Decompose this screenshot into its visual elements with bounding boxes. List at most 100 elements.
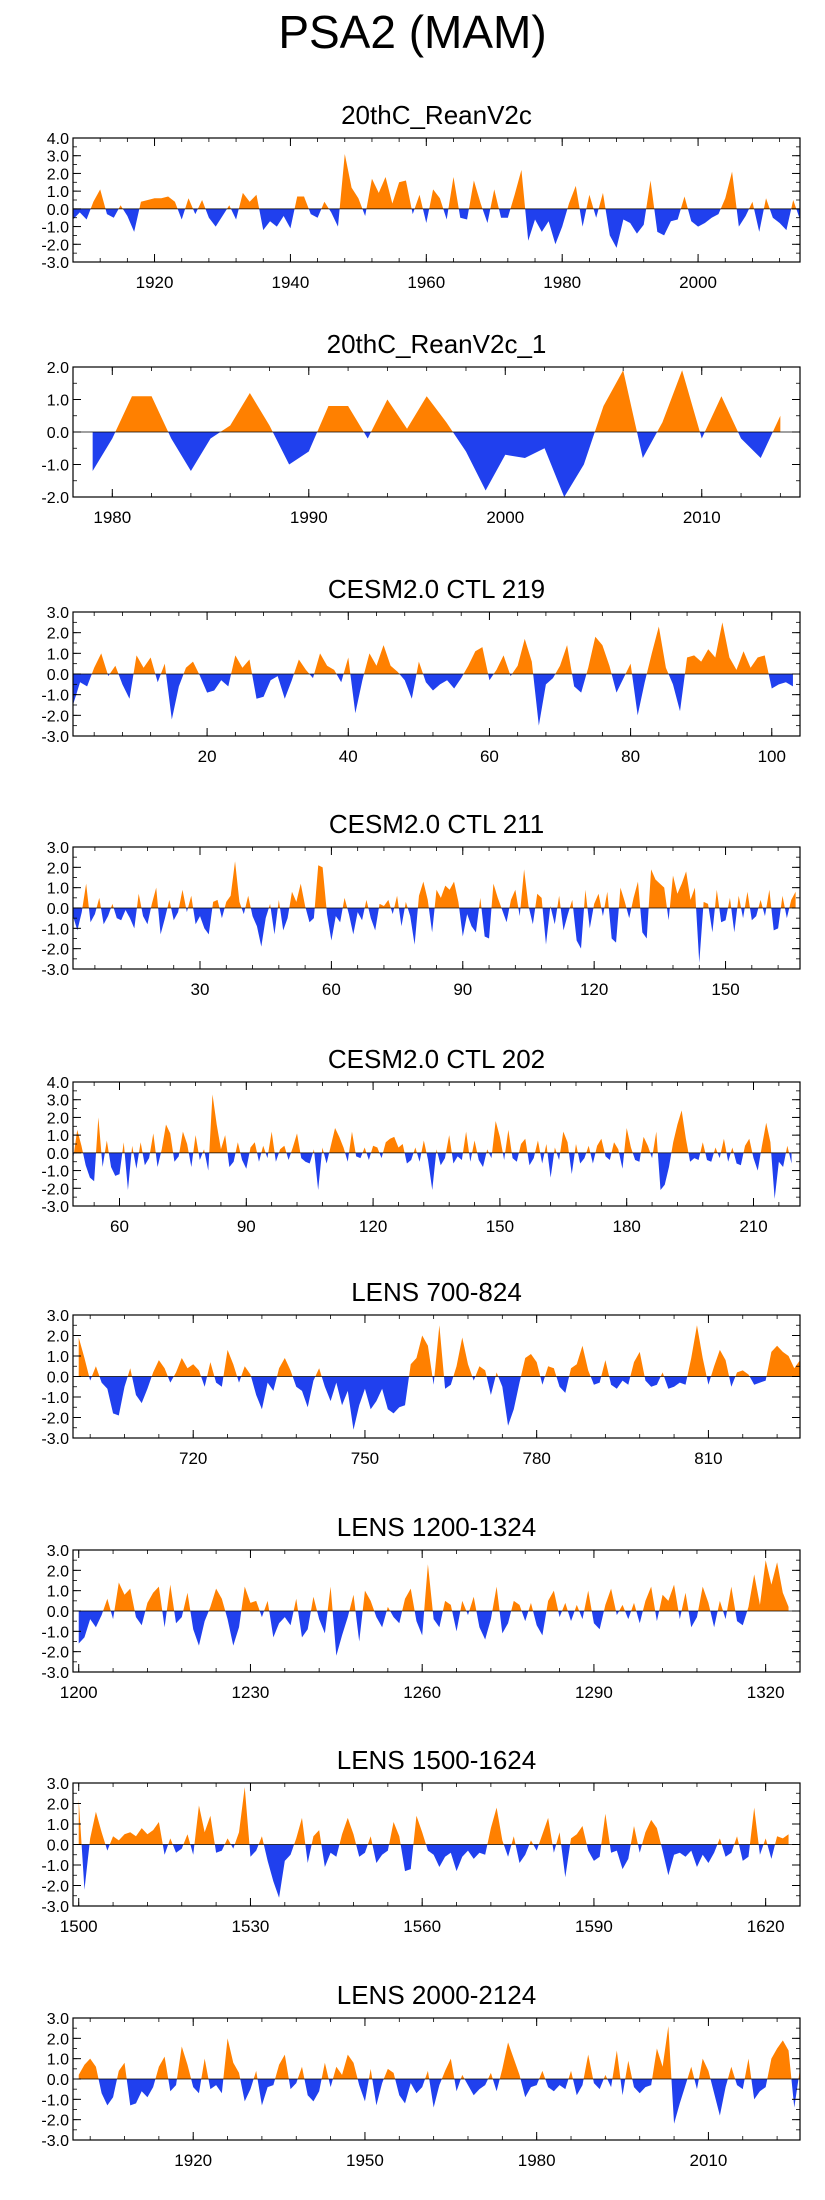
y-tick-label: 0.0 [47,202,69,219]
x-tick-label: 60 [322,980,341,999]
y-tick-label: 3.0 [47,1308,69,1325]
chart-panel: LENS 1500-16243.02.01.00.0-1.0-2.0-3.015… [41,1745,801,1936]
x-tick-label: 100 [758,747,786,766]
chart-title: 20thC_ReanV2c [341,100,532,130]
y-tick-label: 3.0 [47,840,69,857]
y-tick-label: 4.0 [47,131,69,148]
positive-area [73,1094,792,1153]
x-tick-label: 1980 [543,273,581,292]
x-tick-label: 2010 [683,508,721,527]
x-tick-label: 1940 [272,273,310,292]
x-tick-label: 1920 [136,273,174,292]
positive-area [73,153,800,209]
y-tick-label: 0.0 [47,2072,69,2089]
y-tick-label: 3.0 [47,2011,69,2028]
y-tick-label: 2.0 [47,360,69,377]
y-tick-label: -1.0 [41,458,69,475]
x-tick-label: 1290 [575,1683,613,1702]
x-tick-label: 210 [739,1217,767,1236]
x-tick-label: 2000 [679,273,717,292]
x-tick-label: 150 [486,1217,514,1236]
x-tick-label: 1560 [403,1917,441,1936]
y-tick-label: -3.0 [41,1899,69,1916]
x-tick-label: 2010 [689,2151,727,2170]
x-tick-label: 1920 [174,2151,212,2170]
x-tick-label: 60 [480,747,499,766]
y-tick-label: 2.0 [47,2031,69,2048]
positive-area [73,622,793,674]
chart-title: LENS 2000-2124 [337,1980,536,2010]
x-tick-label: 1950 [346,2151,384,2170]
y-tick-label: 1.0 [47,1817,69,1834]
positive-area [78,1787,789,1845]
x-tick-label: 720 [179,1449,207,1468]
x-tick-label: 1230 [232,1683,270,1702]
chart-title: 20thC_ReanV2c_1 [327,329,547,359]
y-tick-label: -3.0 [41,729,69,746]
x-tick-label: 1320 [747,1683,785,1702]
x-tick-label: 120 [359,1217,387,1236]
y-tick-label: 3.0 [47,1093,69,1110]
y-tick-label: 1.0 [47,1128,69,1145]
x-tick-label: 1260 [403,1683,441,1702]
y-tick-label: -1.0 [41,2092,69,2109]
x-tick-label: 90 [237,1217,256,1236]
y-tick-label: 1.0 [47,1584,69,1601]
chart-title: LENS 1500-1624 [337,1745,536,1775]
y-tick-label: -2.0 [41,1879,69,1896]
y-tick-label: 1.0 [47,1349,69,1366]
negative-area [73,208,800,248]
y-tick-label: -2.0 [41,942,69,959]
positive-area [78,2026,801,2079]
positive-area [78,1325,801,1377]
x-tick-label: 1990 [290,508,328,527]
x-tick-label: 1980 [93,508,131,527]
x-tick-label: 2000 [486,508,524,527]
figure-title: PSA2 (MAM) [278,6,547,58]
chart-panel: LENS 700-824 3.0 2.0 1.0 0.0 -1.0 -2.0 -3.0 720 7… [41,1277,801,1468]
x-tick-label: 750 [351,1449,379,1468]
negative-area [92,432,781,497]
x-tick-label: 1980 [518,2151,556,2170]
x-tick-label: 20 [198,747,217,766]
y-tick-label: -3.0 [41,962,69,979]
y-tick-label: -3.0 [41,2133,69,2150]
x-tick-label: 1500 [60,1917,98,1936]
x-tick-label: 120 [580,980,608,999]
y-tick-label: -2.0 [41,2113,69,2130]
y-tick-label: 1.0 [47,881,69,898]
y-tick-label: -1.0 [41,1390,69,1407]
negative-area [73,1152,792,1199]
chart-panel: CESM2.0 CTL 211 3.0 2.0 1.0 0.0 -1.0 -2.0 -3.0 3… [41,809,801,999]
y-tick-label: -1.0 [41,688,69,705]
x-tick-label: 30 [191,980,210,999]
chart-title: LENS 1200-1324 [337,1512,536,1542]
y-tick-label: -2.0 [41,490,69,507]
x-tick-label: 90 [453,980,472,999]
x-tick-label: 810 [694,1449,722,1468]
x-tick-label: 780 [522,1449,550,1468]
x-tick-label: 180 [613,1217,641,1236]
negative-area [78,1376,801,1430]
y-tick-label: -2.0 [41,1181,69,1198]
chart-panel: CESM2.0 CTL 202 4.03.02.01.00.0-1.0-2.0-3… [41,1044,801,1236]
y-tick-label: 0.0 [47,1604,69,1621]
chart-panel: CESM2.0 CTL 219 3.0 2.0 1.0 0.0 -1.0 -2.0 -3.0 2… [41,574,801,766]
x-tick-label: 1590 [575,1917,613,1936]
chart-title: LENS 700-824 [351,1277,522,1307]
y-tick-label: 1.0 [47,2052,69,2069]
chart-panel: 20thC_ReanV2c 4.03.02.01.00.0-1.0-2.0-3.0… [41,100,801,292]
negative-area [73,908,796,963]
x-tick-label: 1200 [60,1683,98,1702]
y-tick-label: 2.0 [47,1797,69,1814]
y-tick-label: -3.0 [41,1665,69,1682]
positive-area [73,861,796,908]
x-tick-label: 40 [339,747,358,766]
chart-panel: 20thC_ReanV2c_1 2.0 1.0 0.0 -1.0 -2.0 1980 1990… [41,329,801,527]
negative-area [73,674,793,726]
y-tick-label: 3.0 [47,1543,69,1560]
negative-area [78,1611,789,1656]
y-tick-label: -2.0 [41,1411,69,1428]
y-tick-label: 3.0 [47,149,69,166]
